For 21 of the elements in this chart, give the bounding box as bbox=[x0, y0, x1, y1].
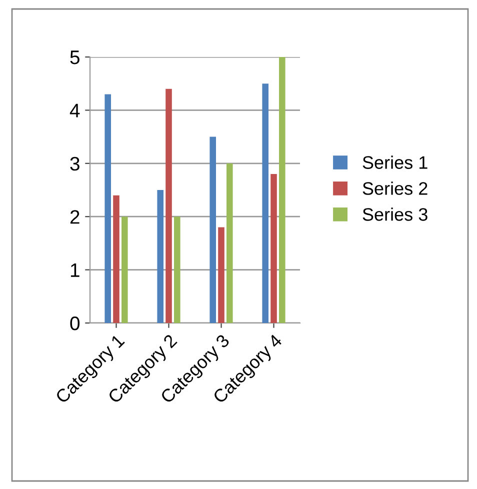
y-tick-label: 2 bbox=[70, 210, 80, 224]
y-tick-label: 5 bbox=[70, 50, 80, 64]
bar bbox=[166, 88, 172, 323]
y-tick-label: 3 bbox=[70, 156, 80, 171]
legend-label: Series 3 bbox=[362, 208, 428, 221]
y-tick-label: 0 bbox=[70, 316, 80, 330]
bar bbox=[122, 216, 128, 323]
bar bbox=[226, 163, 233, 323]
legend-label: Series 2 bbox=[362, 182, 428, 195]
bar bbox=[262, 84, 268, 323]
bar bbox=[104, 94, 111, 323]
bar bbox=[174, 216, 180, 323]
bar bbox=[218, 227, 224, 323]
bar bbox=[113, 195, 120, 323]
legend-label: Series 1 bbox=[362, 156, 428, 169]
bar bbox=[157, 190, 164, 323]
bar bbox=[270, 174, 277, 323]
y-tick-label: 1 bbox=[70, 263, 80, 277]
y-tick-label: 4 bbox=[70, 104, 80, 118]
bar bbox=[279, 57, 286, 323]
bar bbox=[210, 136, 216, 323]
